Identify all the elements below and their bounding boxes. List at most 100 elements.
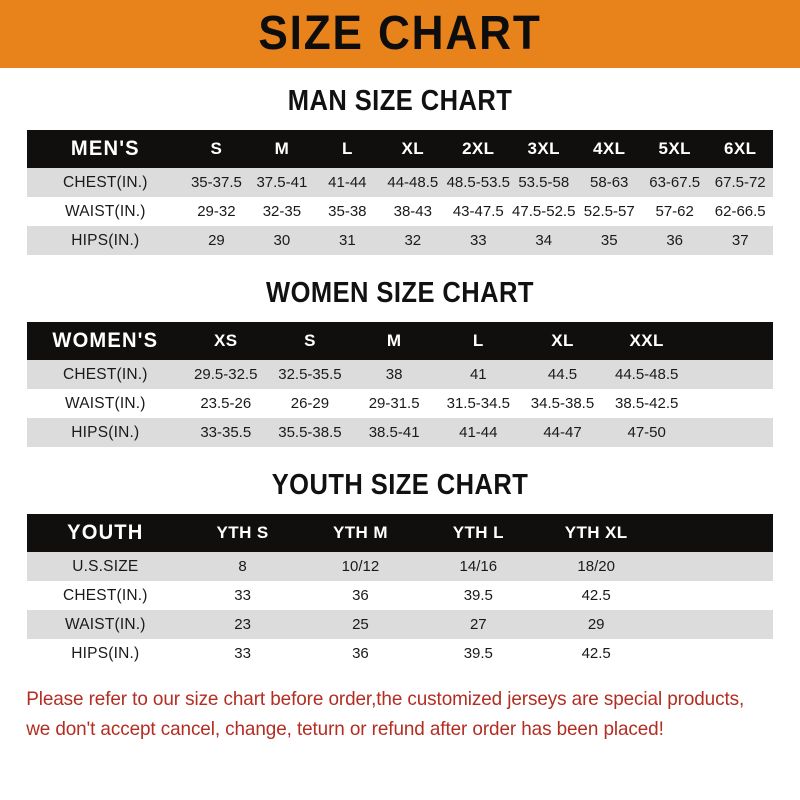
table-header-cell: M [274, 139, 290, 158]
table-cell: 35.5-38.5 [278, 424, 342, 441]
footer-note-line-1: Please refer to our size chart before or… [26, 688, 745, 710]
table-cell: 25 [352, 616, 369, 633]
page-title: SIZE CHART [258, 7, 542, 60]
table-cell: 33 [234, 645, 251, 662]
table-cell: 29.5-32.5 [194, 366, 258, 383]
table-cell [655, 581, 773, 610]
table-cell: 29 [208, 232, 225, 249]
table-cell: 36 [352, 645, 369, 662]
section-title-youth: YOUTH SIZE CHART [271, 469, 529, 501]
table-cell: 47-50 [627, 424, 666, 441]
table-cell: 37.5-41 [256, 174, 308, 191]
table-header-cell: YTH XL [564, 523, 628, 542]
table-wrap-youth: YOUTH YTH S YTH M YTH L YTH XL U.S.SIZE 8 10/12… [27, 514, 773, 668]
table-header-cell [689, 322, 773, 360]
table-cell: 23 [234, 616, 251, 633]
table-header-cell: 6XL [724, 139, 757, 158]
table-cell [655, 552, 773, 581]
table-cell: 31.5-34.5 [446, 395, 510, 412]
table-cell: 42.5 [581, 645, 611, 662]
table-cell: 57-62 [655, 203, 694, 220]
table-cell: 39.5 [463, 645, 493, 662]
table-cell: 33 [234, 587, 251, 604]
table-cell: 44.5-48.5 [614, 366, 679, 383]
table-cell [689, 360, 773, 389]
table-header-label: MEN'S [70, 137, 140, 160]
table-cell: 29-32 [197, 203, 236, 220]
table-header-cell: XL [551, 331, 574, 350]
table-row-label: CHEST(IN.) [62, 365, 148, 383]
table-header-row: MEN'S S M L XL 2XL 3XL 4XL 5XL 6XL [27, 130, 773, 168]
table-cell: 52.5-57 [583, 203, 635, 220]
table-cell: 39.5 [463, 587, 493, 604]
footer-note: Please refer to our size chart before or… [0, 684, 776, 744]
table-row-label: CHEST(IN.) [63, 173, 148, 191]
table-row: WAIST(IN.) 29-32 32-35 35-38 38-43 43-47.5 47.… [27, 197, 773, 226]
table-cell: 42.5 [581, 587, 611, 604]
table-cell [655, 610, 773, 639]
table-cell: 30 [273, 232, 291, 249]
table-cell: 38 [385, 366, 403, 383]
table-cell: 58-63 [590, 174, 629, 191]
table-header-cell: 4XL [593, 139, 626, 158]
table-row-label: HIPS(IN.) [71, 644, 140, 662]
table-cell: 33 [469, 232, 487, 249]
table-header-cell: 3XL [527, 139, 560, 158]
table-row-label: HIPS(IN.) [71, 423, 140, 441]
table-cell: 26-29 [290, 395, 330, 412]
table-cell: 23.5-26 [200, 395, 252, 412]
table-cell: 48.5-53.5 [446, 174, 510, 191]
table-header-cell: YTH S [216, 523, 269, 542]
table-row-label: WAIST(IN.) [65, 394, 146, 412]
table-header-label: YOUTH [67, 521, 144, 544]
table-header-cell: L [472, 331, 484, 350]
table-wrap-man: MEN'S S M L XL 2XL 3XL 4XL 5XL 6XL CHEST(IN.) 35-37… [27, 130, 773, 255]
table-header-cell: XS [214, 331, 238, 350]
table-cell: 38-43 [393, 203, 432, 220]
table-row-label: HIPS(IN.) [71, 231, 140, 249]
table-cell: 41 [469, 366, 487, 383]
table-cell: 18/20 [577, 558, 615, 575]
table-cell: 67.5-72 [714, 174, 766, 191]
table-row: HIPS(IN.) 33-35.5 35.5-38.5 38.5-41 41-44 44-… [27, 418, 773, 447]
table-cell: 35 [600, 232, 618, 249]
table-cell: 35-38 [328, 203, 367, 220]
table-cell: 53.5-58 [518, 174, 570, 191]
table-cell: 8 [238, 558, 247, 575]
table-header-cell: 2XL [462, 139, 495, 158]
section-women: WOMEN SIZE CHART WOMEN'S XS S M L XL XXL CHEST(… [0, 277, 800, 447]
table-row: WAIST(IN.) 23 25 27 29 [27, 610, 773, 639]
table-header-label: WOMEN'S [52, 329, 159, 352]
table-wrap-women: WOMEN'S XS S M L XL XXL CHEST(IN.) 29.5-32.5 32.5… [27, 322, 773, 447]
section-youth: YOUTH SIZE CHART YOUTH YTH S YTH M YTH L YTH… [0, 469, 800, 668]
size-table-man: MEN'S S M L XL 2XL 3XL 4XL 5XL 6XL CHEST(IN.) 35-37… [27, 130, 773, 255]
table-cell: 41-44 [459, 424, 498, 441]
table-cell: 32-35 [262, 203, 302, 220]
table-row: U.S.SIZE 8 10/12 14/16 18/20 [27, 552, 773, 581]
table-header-cell: S [304, 331, 316, 350]
table-row-label: WAIST(IN.) [65, 615, 146, 633]
table-row: CHEST(IN.) 35-37.5 37.5-41 41-44 44-48.5 48.5… [27, 168, 773, 197]
table-header-row: YOUTH YTH S YTH M YTH L YTH XL [27, 514, 773, 552]
table-cell: 34 [535, 232, 553, 249]
table-cell: 27 [469, 616, 487, 633]
table-row-label: WAIST(IN.) [65, 202, 146, 220]
section-man: MAN SIZE CHART MEN'S S M L XL 2XL 3XL 4XL 5XL 6XL… [0, 85, 800, 255]
table-cell: 44.5 [547, 366, 578, 383]
table-cell: 14/16 [459, 558, 498, 575]
table-row-label: CHEST(IN.) [62, 586, 148, 604]
table-header-cell: XXL [629, 331, 664, 350]
table-cell: 63-67.5 [649, 174, 701, 191]
page-banner: SIZE CHART [0, 0, 800, 68]
section-title-man: MAN SIZE CHART [287, 85, 513, 117]
table-row-label: U.S.SIZE [72, 557, 139, 575]
size-table-youth: YOUTH YTH S YTH M YTH L YTH XL U.S.SIZE 8 10/12… [27, 514, 773, 668]
table-header-row: WOMEN'S XS S M L XL XXL [27, 322, 773, 360]
size-table-women: WOMEN'S XS S M L XL XXL CHEST(IN.) 29.5-32.5 32.5… [27, 322, 773, 447]
table-cell: 31 [339, 232, 356, 249]
table-header-cell: S [210, 139, 223, 158]
table-header-cell: 5XL [658, 139, 691, 158]
table-cell: 35-37.5 [190, 174, 242, 191]
section-title-women: WOMEN SIZE CHART [266, 277, 534, 309]
